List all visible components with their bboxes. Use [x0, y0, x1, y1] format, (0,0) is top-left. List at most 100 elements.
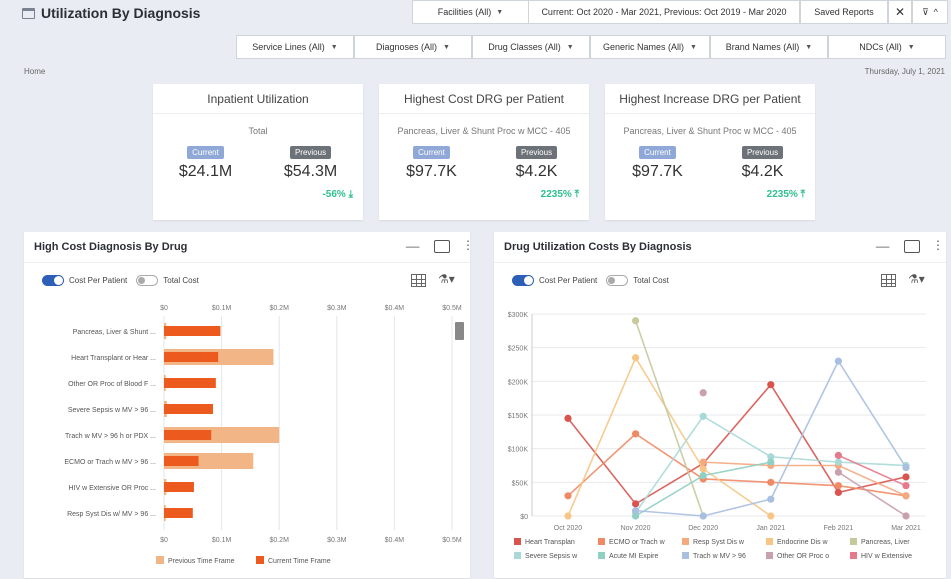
- data-point: [834, 451, 842, 459]
- data-point: [834, 468, 842, 476]
- y-tick-label: $250K: [508, 346, 529, 353]
- data-point: [902, 463, 910, 472]
- category-label: Resp Syst Dis w/ MV > 96 ...: [67, 511, 156, 518]
- x-tick-label-bottom: $0.3M: [327, 537, 347, 544]
- category-label: Trach w MV > 96 h or PDX ...: [65, 433, 156, 440]
- data-point: [834, 482, 842, 490]
- caret-down-icon: ▼: [907, 43, 915, 51]
- legend-swatch: [850, 552, 857, 559]
- panel-divider: [494, 262, 946, 263]
- filter-toggle-button[interactable]: ⊽ ^: [912, 0, 948, 24]
- previous-badge: Previous: [289, 146, 332, 159]
- change-text: 2235%: [766, 189, 798, 200]
- x-tick-label: Nov 2020: [621, 525, 651, 532]
- data-point: [834, 357, 842, 365]
- arrow-up-icon: ⤒: [574, 189, 579, 200]
- table-view-icon[interactable]: [881, 274, 896, 287]
- series-line: [567, 356, 772, 517]
- filter-diagnoses[interactable]: Diagnoses (All) ▼: [354, 35, 472, 59]
- legend-label: Endocrine Dis w: [777, 539, 829, 546]
- x-tick-label-bottom: $0.2M: [269, 537, 289, 544]
- current-badge: Current: [639, 146, 676, 159]
- table-view-icon[interactable]: [411, 274, 426, 287]
- toggle-switch-off[interactable]: [136, 275, 159, 286]
- previous-badge: Previous: [515, 146, 558, 159]
- data-point: [699, 472, 707, 480]
- panel-title: Drug Utilization Costs By Diagnosis: [504, 241, 692, 253]
- export-icon[interactable]: ⚗▾: [438, 272, 455, 286]
- filter-ndcs[interactable]: NDCs (All) ▼: [828, 35, 946, 59]
- x-tick-label-top: $0: [160, 305, 168, 312]
- data-point: [699, 512, 707, 520]
- filter-label: NDCs (All): [859, 42, 902, 52]
- filter-generic-names[interactable]: Generic Names (All) ▼: [590, 35, 710, 59]
- maximize-icon[interactable]: [904, 240, 920, 253]
- toggle-switch-off[interactable]: [606, 275, 629, 286]
- data-point: [699, 389, 707, 397]
- top-bar: Utilization By Diagnosis Facilities (All…: [0, 0, 951, 30]
- facilities-label: Facilities (All): [437, 7, 492, 17]
- legend-swatch: [514, 538, 521, 545]
- change-text: 2235%: [540, 189, 572, 200]
- export-icon[interactable]: ⚗▾: [908, 272, 925, 286]
- x-tick-label: Feb 2021: [824, 525, 854, 532]
- filter-label: Generic Names (All): [603, 42, 685, 52]
- minimize-icon[interactable]: __: [406, 234, 420, 248]
- legend-label: Trach w MV > 96: [693, 553, 746, 560]
- facilities-dropdown[interactable]: Facilities (All) ▼: [412, 0, 529, 24]
- legend-label: Current Time Frame: [268, 558, 331, 565]
- data-point: [834, 488, 842, 497]
- saved-reports-button[interactable]: Saved Reports: [800, 0, 888, 24]
- data-point: [564, 414, 572, 422]
- data-point: [902, 482, 910, 490]
- legend-swatch: [766, 538, 773, 545]
- change-text: -56%: [322, 189, 346, 200]
- x-tick-label-top: $0.1M: [212, 305, 232, 312]
- toggle-switch-on[interactable]: [512, 275, 534, 286]
- legend-label: Acute MI Expire: [609, 553, 659, 560]
- close-button[interactable]: ✕: [888, 0, 912, 24]
- x-tick-label-bottom: $0.1M: [212, 537, 232, 544]
- bar-current: [164, 456, 199, 466]
- change-value: 2235% ⤒: [541, 189, 579, 200]
- page-title-text: Utilization By Diagnosis: [41, 5, 201, 21]
- legend-swatch: [598, 552, 605, 559]
- filter-service-lines[interactable]: Service Lines (All) ▼: [236, 35, 354, 59]
- caret-down-icon: ▼: [690, 43, 697, 51]
- minimize-icon[interactable]: __: [876, 234, 890, 248]
- toggle-off-label: Total Cost: [633, 276, 669, 285]
- x-tick-label-top: $0.2M: [269, 305, 289, 312]
- more-options-icon[interactable]: ⋮: [462, 238, 474, 252]
- data-point: [699, 465, 707, 473]
- maximize-icon[interactable]: [434, 240, 450, 253]
- cost-toggle[interactable]: Cost Per Patient Total Cost: [512, 275, 669, 286]
- toggle-on-label: Cost Per Patient: [69, 276, 128, 285]
- filter-drug-classes[interactable]: Drug Classes (All) ▼: [472, 35, 590, 59]
- data-point: [564, 492, 572, 500]
- data-point: [699, 458, 707, 466]
- current-date: Thursday, July 1, 2021: [864, 67, 945, 76]
- period-label: Current: Oct 2020 - Mar 2021, Previous: …: [541, 7, 787, 17]
- card-title: Highest Cost DRG per Patient: [379, 84, 589, 114]
- current-badge: Current: [187, 146, 224, 159]
- more-options-icon[interactable]: ⋮: [932, 238, 944, 252]
- bar-current: [164, 430, 212, 440]
- cost-toggle[interactable]: Cost Per Patient Total Cost: [42, 275, 199, 286]
- x-tick-label-bottom: $0: [160, 537, 168, 544]
- data-point: [767, 381, 775, 389]
- legend-swatch: [598, 538, 605, 545]
- category-label: Severe Sepsis w MV > 96 ...: [68, 407, 156, 414]
- breadcrumb[interactable]: Home: [24, 67, 46, 76]
- data-point: [632, 500, 640, 508]
- data-point: [767, 458, 775, 466]
- period-selector[interactable]: Current: Oct 2020 - Mar 2021, Previous: …: [528, 0, 800, 24]
- filter-brand-names[interactable]: Brand Names (All) ▼: [710, 35, 828, 59]
- x-tick-label-top: $0.5M: [442, 305, 462, 312]
- category-label: HIV w Extensive OR Proc ...: [68, 485, 156, 492]
- toggle-on-label: Cost Per Patient: [539, 276, 598, 285]
- bar-current: [164, 482, 194, 492]
- toggle-switch-on[interactable]: [42, 275, 64, 286]
- legend-label: Resp Syst Dis w: [693, 539, 745, 546]
- data-point: [767, 453, 775, 461]
- caret-down-icon: ▼: [566, 43, 574, 51]
